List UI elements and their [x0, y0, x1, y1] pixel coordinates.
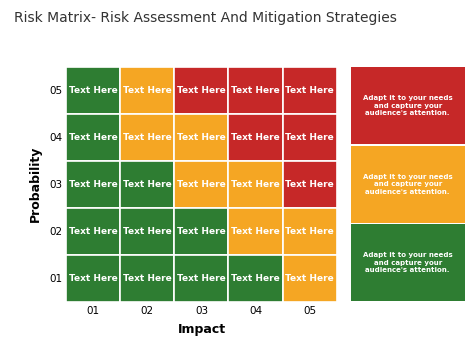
Text: Text Here: Text Here [285, 274, 334, 283]
Bar [174, 161, 228, 208]
Bar [351, 224, 465, 301]
Bar [283, 161, 337, 208]
Bar [283, 208, 337, 255]
Bar [120, 255, 174, 302]
Text: Text Here: Text Here [69, 86, 118, 95]
Text: Text Here: Text Here [69, 274, 118, 283]
Bar [283, 255, 337, 302]
Text: Text Here: Text Here [285, 86, 334, 95]
Text: Text Here: Text Here [123, 227, 172, 236]
Bar [120, 161, 174, 208]
Bar [66, 114, 120, 161]
Bar [351, 67, 465, 145]
Bar [228, 67, 283, 114]
Text: Text Here: Text Here [231, 274, 280, 283]
Bar [66, 255, 120, 302]
Bar [283, 114, 337, 161]
Text: Text Here: Text Here [123, 180, 172, 189]
Bar [66, 161, 120, 208]
Text: Text Here: Text Here [177, 133, 226, 142]
Bar [283, 67, 337, 114]
Bar [228, 161, 283, 208]
Bar [66, 67, 120, 114]
Text: Text Here: Text Here [69, 227, 118, 236]
Text: Text Here: Text Here [69, 133, 118, 142]
Text: Text Here: Text Here [231, 180, 280, 189]
Text: Text Here: Text Here [285, 180, 334, 189]
Text: Text Here: Text Here [69, 180, 118, 189]
Text: Text Here: Text Here [123, 274, 172, 283]
Text: Text Here: Text Here [231, 227, 280, 236]
Bar [228, 255, 283, 302]
Text: Risk Matrix- Risk Assessment And Mitigation Strategies: Risk Matrix- Risk Assessment And Mitigat… [14, 11, 397, 25]
Bar [174, 208, 228, 255]
Bar [66, 208, 120, 255]
Bar [120, 208, 174, 255]
Text: Text Here: Text Here [285, 227, 334, 236]
Bar [228, 208, 283, 255]
Text: Adapt it to your needs
and capture your
audience's attention.: Adapt it to your needs and capture your … [363, 252, 453, 273]
Text: Text Here: Text Here [123, 133, 172, 142]
Text: Text Here: Text Here [177, 86, 226, 95]
Text: Adapt it to your needs
and capture your
audience's attention.: Adapt it to your needs and capture your … [363, 95, 453, 117]
Text: Text Here: Text Here [123, 86, 172, 95]
Text: Text Here: Text Here [231, 86, 280, 95]
Bar [351, 146, 465, 223]
Bar [120, 67, 174, 114]
Y-axis label: Probability: Probability [29, 146, 42, 223]
Text: Text Here: Text Here [177, 227, 226, 236]
X-axis label: Impact: Impact [177, 323, 226, 336]
Bar [228, 114, 283, 161]
Bar [174, 114, 228, 161]
Text: Text Here: Text Here [285, 133, 334, 142]
Text: Text Here: Text Here [177, 274, 226, 283]
Bar [120, 114, 174, 161]
Text: Adapt it to your needs
and capture your
audience's attention.: Adapt it to your needs and capture your … [363, 174, 453, 195]
Bar [174, 67, 228, 114]
Text: Text Here: Text Here [177, 180, 226, 189]
Bar [174, 255, 228, 302]
Text: Text Here: Text Here [231, 133, 280, 142]
